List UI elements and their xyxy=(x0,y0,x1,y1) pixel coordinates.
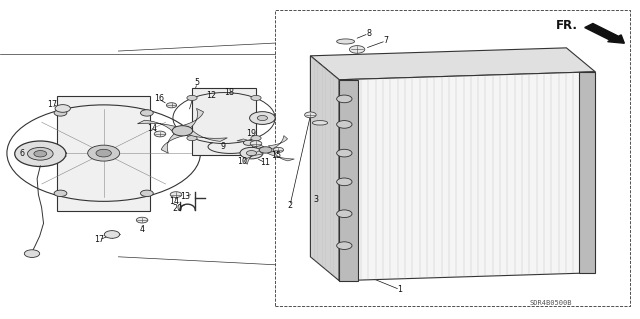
Text: 1: 1 xyxy=(397,285,403,294)
Circle shape xyxy=(54,110,67,116)
Circle shape xyxy=(349,46,365,53)
Circle shape xyxy=(24,250,40,257)
Circle shape xyxy=(259,147,272,153)
Polygon shape xyxy=(192,88,256,155)
Text: 20: 20 xyxy=(173,204,183,213)
Circle shape xyxy=(240,147,263,159)
Circle shape xyxy=(337,121,352,128)
Circle shape xyxy=(15,141,66,167)
Text: 10: 10 xyxy=(237,157,247,166)
Ellipse shape xyxy=(312,121,328,125)
Circle shape xyxy=(170,192,182,197)
Circle shape xyxy=(141,190,154,197)
Text: 16: 16 xyxy=(154,94,164,103)
Circle shape xyxy=(337,95,352,103)
Polygon shape xyxy=(268,136,287,149)
Ellipse shape xyxy=(337,39,355,44)
Polygon shape xyxy=(186,130,227,141)
Circle shape xyxy=(250,112,275,124)
Text: 6: 6 xyxy=(20,149,25,158)
Text: 19: 19 xyxy=(246,129,257,138)
Polygon shape xyxy=(182,108,204,129)
Circle shape xyxy=(104,231,120,238)
Text: 12: 12 xyxy=(206,91,216,100)
Circle shape xyxy=(305,112,316,118)
Text: 17: 17 xyxy=(94,235,104,244)
Circle shape xyxy=(187,95,197,100)
Polygon shape xyxy=(237,139,264,149)
Circle shape xyxy=(96,149,111,157)
Text: 5: 5 xyxy=(195,78,200,87)
Text: 14: 14 xyxy=(169,197,179,206)
Circle shape xyxy=(337,242,352,249)
Text: 11: 11 xyxy=(260,158,271,167)
Circle shape xyxy=(28,147,53,160)
Text: 17: 17 xyxy=(47,100,58,109)
Circle shape xyxy=(251,136,261,141)
Polygon shape xyxy=(310,48,595,80)
Text: 7: 7 xyxy=(383,36,388,45)
Polygon shape xyxy=(244,151,263,164)
Circle shape xyxy=(257,115,268,121)
Text: 15: 15 xyxy=(271,151,282,160)
Polygon shape xyxy=(58,96,150,211)
Text: 13: 13 xyxy=(180,192,191,201)
Circle shape xyxy=(246,151,257,156)
Polygon shape xyxy=(161,132,183,153)
Circle shape xyxy=(337,210,352,218)
Text: FR.: FR. xyxy=(556,19,577,32)
Circle shape xyxy=(154,131,166,137)
Polygon shape xyxy=(339,72,595,281)
Text: 14: 14 xyxy=(147,124,157,133)
Polygon shape xyxy=(579,72,595,273)
Circle shape xyxy=(55,105,70,112)
Text: 3: 3 xyxy=(314,195,319,204)
Circle shape xyxy=(337,149,352,157)
Text: 18: 18 xyxy=(224,88,234,97)
Polygon shape xyxy=(339,80,358,281)
Circle shape xyxy=(273,147,284,152)
Circle shape xyxy=(141,110,154,116)
Circle shape xyxy=(34,151,47,157)
Text: 9: 9 xyxy=(220,142,225,151)
Text: 4: 4 xyxy=(140,225,145,234)
Text: 2: 2 xyxy=(287,201,292,210)
Circle shape xyxy=(172,126,193,136)
Polygon shape xyxy=(310,56,339,281)
Circle shape xyxy=(136,217,148,223)
Circle shape xyxy=(187,136,197,141)
Text: 8: 8 xyxy=(366,29,371,38)
Circle shape xyxy=(251,95,261,100)
Polygon shape xyxy=(268,151,294,161)
Text: SDR4B0500B: SDR4B0500B xyxy=(529,300,572,306)
Circle shape xyxy=(54,190,67,197)
Circle shape xyxy=(243,140,253,145)
Polygon shape xyxy=(138,120,179,131)
Circle shape xyxy=(88,145,120,161)
Circle shape xyxy=(337,178,352,186)
Circle shape xyxy=(166,103,177,108)
FancyArrow shape xyxy=(585,24,625,43)
Circle shape xyxy=(250,141,262,146)
